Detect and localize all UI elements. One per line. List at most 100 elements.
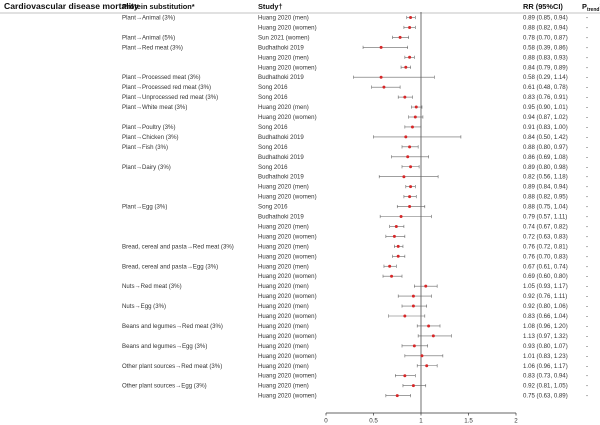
study-label: Huang 2020 (women) xyxy=(258,293,317,300)
p-trend-value: - xyxy=(586,223,588,230)
study-label: Huang 2020 (men) xyxy=(258,383,309,390)
rr-ci-text: 1.08 (0.96, 1.20) xyxy=(523,323,568,330)
rr-ci-text: 0.58 (0.39, 0.86) xyxy=(523,44,568,51)
substitution-label: Plant→Chicken (3%) xyxy=(122,134,179,141)
point-estimate-marker xyxy=(411,384,415,388)
study-label: Huang 2020 (women) xyxy=(258,194,317,201)
study-label: Song 2016 xyxy=(258,204,288,211)
point-estimate-marker xyxy=(409,165,413,169)
point-estimate-marker xyxy=(402,175,406,179)
rr-ci-text: 0.79 (0.57, 1.11) xyxy=(523,214,567,221)
study-label: Huang 2020 (men) xyxy=(258,104,309,111)
point-estimate-marker xyxy=(382,85,386,89)
point-estimate-marker xyxy=(403,314,407,318)
study-label: Budhathoki 2019 xyxy=(258,74,304,81)
study-label: Huang 2020 (men) xyxy=(258,263,309,270)
rr-ci-text: 0.91 (0.83, 1.00) xyxy=(523,124,568,131)
study-label: Huang 2020 (men) xyxy=(258,303,309,310)
forest-row: Huang 2020 (women) 0.92 (0.76, 1.11) - xyxy=(258,293,588,300)
point-estimate-marker xyxy=(403,374,407,378)
forest-row: Plant→Egg (3%) Song 2016 0.88 (0.75, 1.04)… xyxy=(122,204,588,211)
forest-row: Huang 2020 (women) 0.83 (0.73, 0.94) - xyxy=(258,373,588,380)
substitution-label: Nuts→Egg (3%) xyxy=(122,303,166,310)
rr-ci-text: 0.89 (0.84, 0.94) xyxy=(523,184,568,191)
forest-row: Bread, cereal and pasta→Egg (3%) Huang 20… xyxy=(122,263,588,270)
forest-row: Plant→Animal (5%) Sun 2021 (women) 0.78 (0… xyxy=(122,34,588,41)
study-label: Huang 2020 (men) xyxy=(258,243,309,250)
forest-row: Plant→Unprocessed red meat (3%) Song 2016… xyxy=(122,94,588,101)
p-trend-value: - xyxy=(586,84,588,91)
point-estimate-marker xyxy=(406,155,410,159)
point-estimate-marker xyxy=(409,16,413,19)
study-label: Huang 2020 (men) xyxy=(258,54,309,61)
point-estimate-marker xyxy=(404,135,408,139)
point-estimate-marker xyxy=(409,185,413,189)
p-trend-value: - xyxy=(586,273,588,280)
substitution-label: Plant→Poultry (3%) xyxy=(122,124,176,131)
p-letter: P xyxy=(582,2,587,11)
p-trend-value: - xyxy=(586,393,588,400)
point-estimate-marker xyxy=(388,264,392,268)
point-estimate-marker xyxy=(394,224,398,228)
forest-row: Plant→Animal (3%) Huang 2020 (men) 0.89 (0… xyxy=(122,15,588,22)
study-label: Song 2016 xyxy=(258,124,288,131)
rr-ci-text: 0.92 (0.80, 1.06) xyxy=(523,303,568,310)
point-estimate-marker xyxy=(408,55,412,59)
point-estimate-marker xyxy=(408,145,412,149)
study-label: Song 2016 xyxy=(258,144,288,151)
rr-ci-text: 0.88 (0.80, 0.97) xyxy=(523,144,568,151)
rr-ci-text: 1.13 (0.97, 1.32) xyxy=(523,333,568,340)
substitution-label: Plant→Egg (3%) xyxy=(122,204,167,211)
p-trend-value: - xyxy=(586,323,588,330)
forest-row: Budhathoki 2019 0.79 (0.57, 1.11) - xyxy=(258,214,588,221)
forest-row: Huang 2020 (women) 0.76 (0.70, 0.83) - xyxy=(258,253,588,260)
forest-row: Nuts→Egg (3%) Huang 2020 (men) 0.92 (0.80,… xyxy=(122,303,588,310)
study-label: Budhathoki 2019 xyxy=(258,174,304,181)
point-estimate-marker xyxy=(392,234,396,238)
forest-row: Huang 2020 (men) 0.88 (0.83, 0.93) - xyxy=(258,54,588,61)
study-label: Huang 2020 (women) xyxy=(258,64,317,71)
x-tick-label: 0.5 xyxy=(369,418,378,425)
substitution-label: Plant→Processed meat (3%) xyxy=(122,74,201,81)
point-estimate-marker xyxy=(399,215,403,218)
p-trend-value: - xyxy=(586,54,588,61)
substitution-label: Bread, cereal and pasta→Egg (3%) xyxy=(122,263,218,270)
rr-ci-text: 0.76 (0.72, 0.81) xyxy=(523,243,568,250)
p-trend-value: - xyxy=(586,233,588,240)
study-label: Budhathoki 2019 xyxy=(258,44,304,51)
p-trend-value: - xyxy=(586,134,588,141)
study-label: Huang 2020 (men) xyxy=(258,323,309,330)
substitution-header: Protein substitution* xyxy=(122,2,195,11)
point-estimate-marker xyxy=(408,25,412,29)
rr-ci-text: 0.88 (0.83, 0.93) xyxy=(523,54,568,61)
p-trend-value: - xyxy=(586,253,588,260)
rr-ci-text: 0.67 (0.61, 0.74) xyxy=(523,263,568,270)
rr-ci-text: 0.88 (0.75, 1.04) xyxy=(523,204,568,211)
p-trend-value: - xyxy=(586,363,588,370)
p-trend-value: - xyxy=(586,184,588,191)
p-trend-value: - xyxy=(586,34,588,41)
forest-row: Other plant sources→Egg (3%) Huang 2020 (… xyxy=(122,383,588,390)
point-estimate-marker xyxy=(398,35,402,39)
forest-rows: Plant→Animal (3%) Huang 2020 (men) 0.89 (0… xyxy=(122,12,588,413)
rr-ci-text: 0.72 (0.63, 0.83) xyxy=(523,233,568,240)
rr-ci-text: 0.58 (0.29, 1.14) xyxy=(523,74,568,81)
point-estimate-marker xyxy=(395,394,399,398)
study-label: Huang 2020 (women) xyxy=(258,333,317,340)
rr-ci-text: 0.92 (0.81, 1.05) xyxy=(523,383,568,390)
study-label: Huang 2020 (women) xyxy=(258,114,317,121)
forest-row: Budhathoki 2019 0.82 (0.56, 1.18) - xyxy=(258,174,588,181)
forest-row: Plant→Poultry (3%) Song 2016 0.91 (0.83, 1… xyxy=(122,124,588,131)
forest-row: Huang 2020 (women) 0.88 (0.82, 0.94) - xyxy=(258,24,588,31)
study-label: Huang 2020 (women) xyxy=(258,313,317,320)
study-label: Huang 2020 (women) xyxy=(258,393,317,400)
point-estimate-marker xyxy=(410,125,414,129)
point-estimate-marker xyxy=(414,105,418,109)
p-trend-value: - xyxy=(586,154,588,161)
rr-ci-text: 0.74 (0.67, 0.82) xyxy=(523,223,568,230)
substitution-label: Plant→Dairy (3%) xyxy=(122,164,171,171)
p-trend-header: Ptrend‡ xyxy=(582,2,600,13)
forest-row: Huang 2020 (women) 1.13 (0.97, 1.32) - xyxy=(258,333,588,340)
point-estimate-marker xyxy=(396,254,400,258)
x-tick-label: 2 xyxy=(514,418,518,425)
